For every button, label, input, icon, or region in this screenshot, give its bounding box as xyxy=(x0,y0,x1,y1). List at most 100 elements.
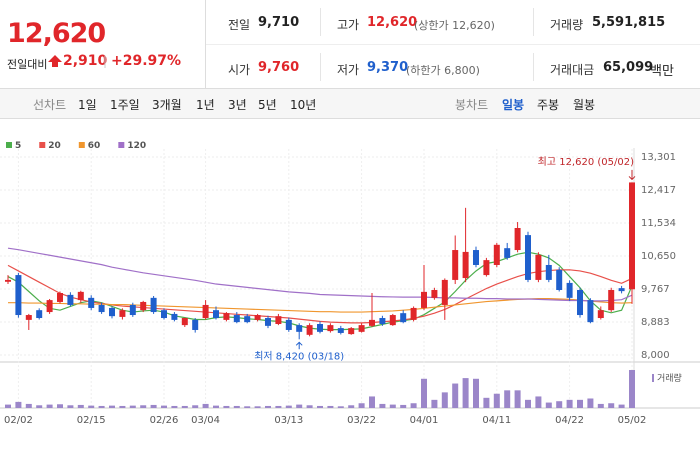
candle-body xyxy=(306,325,313,335)
volume-bar xyxy=(223,405,230,408)
candle-body xyxy=(275,316,282,324)
candle-body xyxy=(629,182,635,290)
candle-body xyxy=(285,319,292,330)
volume-bar xyxy=(119,405,126,408)
volume-bar xyxy=(441,392,448,408)
stat-value: 9,370 xyxy=(367,60,409,75)
volume-bar xyxy=(296,404,303,408)
tab[interactable]: 일봉 xyxy=(502,98,525,112)
tab[interactable]: 5년 xyxy=(258,98,277,112)
candle-body xyxy=(265,318,271,326)
x-tick-label: 04/22 xyxy=(555,415,584,426)
candle-body xyxy=(577,290,583,316)
volume-bar xyxy=(15,401,22,408)
stat-value: 5,591,815 xyxy=(592,15,666,30)
x-tick-label: 04/11 xyxy=(482,415,511,426)
tab-bar xyxy=(0,89,700,119)
y-tick-label: 11,534 xyxy=(641,218,676,229)
volume-bar xyxy=(577,399,583,408)
divider xyxy=(533,53,534,81)
volume-bar xyxy=(597,403,604,408)
volume-bar xyxy=(67,405,74,408)
up-arrow xyxy=(48,55,62,67)
candle-body xyxy=(556,269,563,291)
x-tick-label: 02/02 xyxy=(4,415,33,426)
volume-bar xyxy=(608,403,615,408)
volume-bar xyxy=(265,405,271,408)
tab[interactable]: 1주일 xyxy=(110,98,140,112)
candle-body xyxy=(213,310,219,319)
volume-bar xyxy=(317,405,323,408)
candle-body xyxy=(296,325,303,332)
tab[interactable]: 월봉 xyxy=(573,98,596,112)
volume-bar xyxy=(525,399,531,408)
candle-body xyxy=(5,279,11,282)
candle-body xyxy=(202,304,209,319)
stat-value: 12,620 xyxy=(367,15,418,30)
divider xyxy=(320,8,321,36)
volume-bar xyxy=(421,378,427,408)
candle-body xyxy=(514,228,521,251)
volume-bar xyxy=(88,405,95,408)
stat-label: 전일 xyxy=(228,18,251,32)
candle-body xyxy=(421,291,427,308)
volume-bar xyxy=(556,401,563,408)
candle-body xyxy=(389,315,396,326)
candle-body xyxy=(348,328,355,335)
divider xyxy=(533,8,534,36)
candle-body xyxy=(161,310,167,319)
candle-body xyxy=(192,319,199,330)
tab[interactable]: 3개월 xyxy=(152,98,182,112)
volume-bar xyxy=(348,405,355,408)
candle-body xyxy=(57,292,63,302)
y-tick-label: 9,767 xyxy=(641,284,670,295)
y-tick-label: 13,301 xyxy=(641,152,676,163)
volume-bar xyxy=(587,398,594,408)
volume-bar xyxy=(473,378,479,408)
tab[interactable]: 1년 xyxy=(196,98,215,112)
change-pct: +29.97% xyxy=(111,53,182,69)
x-tick-label: 03/13 xyxy=(274,415,303,426)
candle-body xyxy=(327,325,334,332)
volume-bar xyxy=(369,396,375,408)
volume-bar xyxy=(462,378,469,408)
volume-bar xyxy=(400,404,407,408)
y-tick-label: 10,650 xyxy=(641,251,676,262)
volume-bar xyxy=(410,403,417,408)
annotation: 최저 8,420 (03/18) xyxy=(254,350,344,362)
volume-bar xyxy=(77,404,84,408)
candle-body xyxy=(36,310,43,319)
volume-bar xyxy=(452,383,459,408)
divider xyxy=(205,0,206,88)
separator: | xyxy=(103,54,108,68)
candle-body xyxy=(317,323,323,332)
volume-bar xyxy=(306,405,313,408)
candle-body xyxy=(25,315,32,320)
tab[interactable]: 주봉 xyxy=(537,98,560,112)
volume-bar xyxy=(254,406,261,408)
tab-label: 선차트 xyxy=(33,98,67,112)
tab-label: 봉차트 xyxy=(455,98,489,112)
candle-body xyxy=(597,310,604,319)
candle-body xyxy=(566,282,573,298)
volume-bar xyxy=(140,405,147,408)
candle-body xyxy=(441,279,448,305)
x-tick-label: 02/15 xyxy=(77,415,106,426)
volume-bar xyxy=(275,405,282,408)
candle-body xyxy=(119,310,126,317)
tab[interactable]: 3년 xyxy=(228,98,247,112)
volume-bar xyxy=(161,405,167,408)
stat-label: 거래대금 xyxy=(550,63,595,77)
volume-bar xyxy=(618,404,625,408)
candle-body xyxy=(545,264,552,280)
volume-bar xyxy=(566,399,573,408)
candle-body xyxy=(525,235,531,280)
volume-bar xyxy=(244,406,251,408)
tab[interactable]: 1일 xyxy=(78,98,97,112)
candle-body xyxy=(608,290,615,311)
x-tick-label: 03/04 xyxy=(191,415,220,426)
candle-body xyxy=(46,300,53,313)
tab[interactable]: 10년 xyxy=(290,98,317,112)
legend-swatch xyxy=(118,142,125,148)
